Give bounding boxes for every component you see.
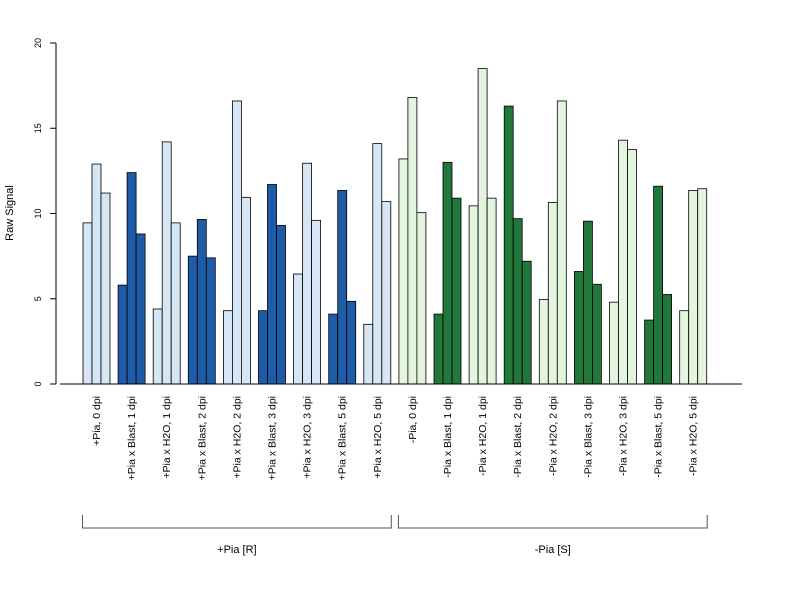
x-tick-label: -Pia x Blast, 3 dpi [582,396,594,478]
bar-9-rep-1 [363,323,374,385]
bar-3-rep-1 [152,308,163,385]
bar-8-rep-3 [346,300,357,385]
bar-17-rep-1 [644,319,654,385]
bar-5-rep-2 [231,100,242,385]
bar-12-rep-1 [468,205,479,385]
bar-17-rep-2 [653,185,663,385]
bar-16-rep-2 [618,139,628,385]
x-tick-label: -Pia x H2O, 3 dpi [618,396,630,476]
bar-10-rep-1 [398,158,409,385]
bar-15-rep-1 [574,271,584,385]
x-tick-label: +Pia x Blast, 5 dpi [337,396,349,480]
bar-18-rep-1 [679,310,690,385]
bar-12-rep-3 [486,197,497,385]
x-tick-label: -Pia x Blast, 5 dpi [653,396,665,478]
bar-18-rep-3 [697,188,708,385]
x-tick-label: -Pia x H2O, 5 dpi [688,396,700,476]
bar-7-rep-1 [293,273,304,385]
bar-11-rep-1 [433,313,444,385]
bar-8-rep-2 [337,190,348,385]
x-tick-label: -Pia x H2O, 1 dpi [477,396,489,476]
bar-17-rep-3 [662,294,672,385]
bar-9-rep-3 [381,201,392,385]
bar-6-rep-2 [267,184,277,385]
bars-layer [82,68,708,385]
x-tick-label: -Pia x Blast, 2 dpi [512,396,524,478]
bar-18-rep-2 [688,190,699,385]
x-tick-label: -Pia, 0 dpi [407,396,419,443]
bar-5-rep-3 [240,196,251,385]
bar-12-rep-2 [477,68,488,385]
x-tick-label: +Pia x H2O, 2 dpi [231,396,243,479]
y-axis-label: Raw Signal [4,185,16,241]
group-brackets: +Pia [R] -Pia [S] [82,515,708,556]
x-tick-label: +Pia x H2O, 3 dpi [302,396,314,479]
x-tick-label: -Pia x Blast, 1 dpi [442,396,454,478]
bar-5-rep-1 [222,310,233,385]
bar-4-rep-3 [205,257,216,385]
bar-2-rep-2 [126,172,137,385]
x-tick-label: +Pia x Blast, 3 dpi [267,396,279,480]
y-tick-label: 5 [33,296,43,301]
bar-2-rep-3 [135,233,146,385]
group-label: +Pia [R] [217,544,256,556]
bar-3-rep-3 [170,222,181,385]
y-tick-label: 20 [33,38,43,48]
bar-14-rep-2 [547,202,558,385]
bar-3-rep-2 [161,141,172,385]
bar-13-rep-1 [503,105,514,385]
x-tick-label: -Pia x H2O, 2 dpi [547,396,559,476]
bar-10-rep-3 [416,212,427,385]
bar-16-rep-3 [627,149,637,385]
bar-1-rep-1 [82,222,93,385]
bar-13-rep-2 [512,218,523,385]
bar-1-rep-2 [91,163,102,385]
bar-15-rep-2 [583,220,593,385]
x-tick-label: +Pia x Blast, 2 dpi [196,396,208,480]
y-tick-label: 10 [33,208,43,218]
group-label: -Pia [S] [535,544,571,556]
bar-4-rep-2 [196,219,207,385]
x-tick-label: +Pia x Blast, 1 dpi [126,396,138,480]
bar-10-rep-2 [407,97,418,385]
x-tick-label: +Pia, 0 dpi [91,396,103,446]
bar-11-rep-3 [451,197,462,385]
bar-16-rep-1 [609,301,619,385]
x-axis: +Pia, 0 dpi +Pia x Blast, 1 dpi +Pia x H2O… [60,383,742,480]
group-bracket [82,515,392,529]
bar-14-rep-3 [556,100,567,385]
group-bracket [397,515,708,529]
bar-4-rep-1 [187,255,198,385]
bar-6-rep-1 [258,310,268,385]
x-tick-label: +Pia x H2O, 5 dpi [372,396,384,479]
bar-11-rep-2 [442,161,453,385]
bar-14-rep-1 [538,299,549,385]
y-tick-label: 0 [33,381,43,386]
bar-9-rep-2 [372,143,383,385]
bar-7-rep-2 [302,162,313,385]
bar-8-rep-1 [328,313,339,385]
y-axis: 0 5 10 15 20 [33,38,57,387]
bar-6-rep-3 [276,225,286,385]
bar-2-rep-1 [117,284,128,385]
bar-13-rep-3 [521,260,532,385]
bar-1-rep-3 [100,192,111,385]
x-tick-label: +Pia x H2O, 1 dpi [161,396,173,479]
bar-7-rep-3 [311,219,322,385]
bar-15-rep-3 [592,283,602,385]
y-tick-label: 15 [33,123,43,133]
